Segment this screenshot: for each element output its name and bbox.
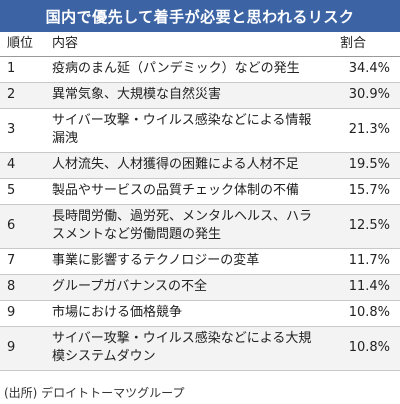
pct-cell: 30.9% — [332, 82, 400, 109]
table-row: 9 市場における価格競争 10.8% — [0, 300, 400, 327]
rank-cell: 4 — [0, 152, 44, 179]
table-row: 5 製品やサービスの品質チェック体制の不備 15.7% — [0, 178, 400, 205]
content-cell: 疫病のまん延（パンデミック）などの発生 — [44, 56, 332, 83]
rank-cell: 9 — [0, 300, 44, 327]
pct-cell: 19.5% — [332, 152, 400, 179]
pct-cell: 10.8% — [332, 300, 400, 327]
pct-cell: 15.7% — [332, 178, 400, 205]
table-row: 4 人材流失、人材獲得の困難による人材不足 19.5% — [0, 152, 400, 179]
header-rank: 順位 — [0, 32, 44, 57]
content-cell: 異常気象、大規模な自然災害 — [44, 82, 332, 109]
risk-table: 順位 内容 割合 1 疫病のまん延（パンデミック）などの発生 34.4% 2 異… — [0, 32, 400, 371]
table-row: 6 長時間労働、過労死、メンタルヘルス、ハラスメントなど労働問題の発生 12.5… — [0, 204, 400, 249]
table-row: 8 グループガバナンスの不全 11.4% — [0, 274, 400, 301]
content-cell: 長時間労働、過労死、メンタルヘルス、ハラスメントなど労働問題の発生 — [44, 204, 332, 249]
rank-cell: 5 — [0, 178, 44, 205]
rank-cell: 1 — [0, 56, 44, 83]
header-pct: 割合 — [332, 32, 400, 57]
pct-cell: 11.4% — [332, 274, 400, 301]
table-row: 7 事業に影響するテクノロジーの変革 11.7% — [0, 248, 400, 275]
table-row: 1 疫病のまん延（パンデミック）などの発生 34.4% — [0, 56, 400, 83]
rank-cell: 7 — [0, 248, 44, 275]
content-cell: グループガバナンスの不全 — [44, 274, 332, 301]
pct-cell: 11.7% — [332, 248, 400, 275]
table-row: 9 サイバー攻撃・ウイルス感染などによる大規模システムダウン 10.8% — [0, 326, 400, 371]
table-row: 3 サイバー攻撃・ウイルス感染などによる情報漏洩 21.3% — [0, 108, 400, 153]
source-note: (出所) デロイトトーマツグループ — [4, 386, 185, 400]
content-cell: 人材流失、人材獲得の困難による人材不足 — [44, 152, 332, 179]
content-cell: サイバー攻撃・ウイルス感染などによる情報漏洩 — [44, 108, 332, 153]
header-row: 順位 内容 割合 — [0, 32, 400, 57]
rank-cell: 2 — [0, 82, 44, 109]
content-cell: 製品やサービスの品質チェック体制の不備 — [44, 178, 332, 205]
table-row: 2 異常気象、大規模な自然災害 30.9% — [0, 82, 400, 109]
content-cell: 事業に影響するテクノロジーの変革 — [44, 248, 332, 275]
content-cell: サイバー攻撃・ウイルス感染などによる大規模システムダウン — [44, 326, 332, 371]
pct-cell: 12.5% — [332, 204, 400, 249]
rank-cell: 9 — [0, 326, 44, 371]
header-content: 内容 — [44, 32, 332, 57]
pct-cell: 10.8% — [332, 326, 400, 371]
rank-cell: 8 — [0, 274, 44, 301]
pct-cell: 34.4% — [332, 56, 400, 83]
rank-cell: 6 — [0, 204, 44, 249]
rank-cell: 3 — [0, 108, 44, 153]
table-title: 国内で優先して着手が必要と思われるリスク — [0, 0, 400, 32]
content-cell: 市場における価格競争 — [44, 300, 332, 327]
pct-cell: 21.3% — [332, 108, 400, 153]
